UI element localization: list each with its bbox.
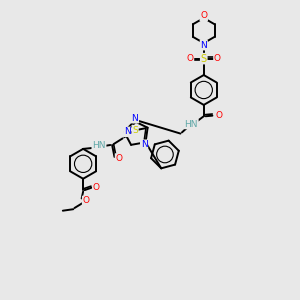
Text: N: N xyxy=(132,114,138,123)
Text: O: O xyxy=(214,54,221,63)
Text: N: N xyxy=(200,41,207,50)
Text: S: S xyxy=(132,126,138,135)
Text: O: O xyxy=(187,54,194,63)
Text: N: N xyxy=(141,140,148,149)
Text: HN: HN xyxy=(92,141,106,150)
Text: N: N xyxy=(124,127,130,136)
Text: S: S xyxy=(201,54,207,64)
Text: O: O xyxy=(200,11,207,20)
Text: O: O xyxy=(82,196,90,205)
Text: O: O xyxy=(215,111,222,120)
Text: HN: HN xyxy=(184,119,198,128)
Text: O: O xyxy=(93,183,100,192)
Text: O: O xyxy=(116,154,122,163)
